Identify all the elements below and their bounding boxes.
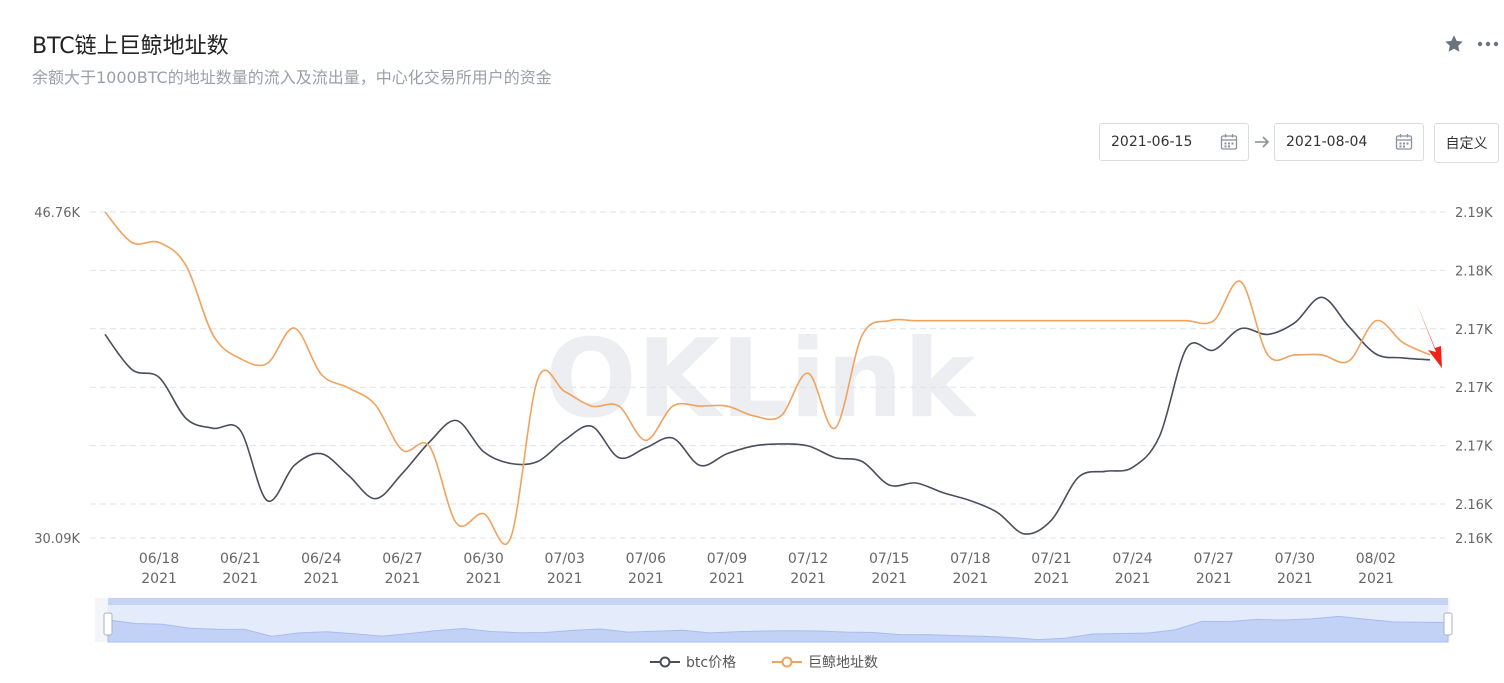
x-tick-label: 07/15 bbox=[869, 551, 909, 567]
end-date-picker[interactable]: 2021-08-04 bbox=[1274, 123, 1424, 161]
legend-marker-icon bbox=[781, 656, 793, 668]
right-tick-label: 2.17K bbox=[1455, 323, 1493, 338]
zoom-handle-right[interactable] bbox=[1443, 612, 1453, 636]
series-layer bbox=[104, 211, 1431, 546]
x-tick-label: 06/21 bbox=[220, 551, 260, 567]
legend-item[interactable]: 巨鲸地址数 bbox=[772, 655, 878, 671]
x-tick-label: 07/27 bbox=[1193, 551, 1233, 567]
x-tick-label: 07/03 bbox=[545, 551, 585, 567]
x-tick-label: 06/30 bbox=[463, 551, 503, 567]
x-tick-year: 2021 bbox=[1277, 571, 1313, 587]
data-zoom-slider[interactable] bbox=[95, 598, 1453, 643]
x-tick-label: 07/12 bbox=[788, 551, 828, 567]
right-tick-label: 2.19K bbox=[1455, 206, 1493, 221]
grid-lines bbox=[90, 211, 1445, 539]
right-tick-label: 2.17K bbox=[1455, 381, 1493, 396]
arrow-right-icon bbox=[1255, 136, 1270, 148]
chart-subtitle: 余额大于1000BTC的地址数量的流入及流出量，中心化交易所用户的资金 bbox=[32, 68, 552, 87]
x-tick-label: 07/21 bbox=[1031, 551, 1071, 567]
legend-label: btc价格 bbox=[686, 655, 736, 671]
chart-title: BTC链上巨鲸地址数 bbox=[32, 34, 229, 59]
x-tick-label: 07/30 bbox=[1275, 551, 1315, 567]
right-tick-label: 2.18K bbox=[1455, 264, 1493, 279]
x-tick-year: 2021 bbox=[222, 571, 258, 587]
end-date-value: 2021-08-04 bbox=[1286, 134, 1368, 150]
x-tick-year: 2021 bbox=[1115, 571, 1151, 587]
x-tick-year: 2021 bbox=[1196, 571, 1232, 587]
x-tick-year: 2021 bbox=[385, 571, 421, 587]
start-date-picker[interactable]: 2021-06-15 bbox=[1099, 123, 1249, 161]
legend-item[interactable]: btc价格 bbox=[650, 655, 736, 671]
series-line-whale-address bbox=[104, 211, 1431, 546]
star-icon[interactable] bbox=[1442, 32, 1466, 56]
x-tick-year: 2021 bbox=[628, 571, 664, 587]
x-tick-year: 2021 bbox=[709, 571, 745, 587]
left-axis: 46.76K 30.09K bbox=[34, 206, 80, 547]
x-tick-year: 2021 bbox=[547, 571, 583, 587]
calendar-icon bbox=[1220, 134, 1238, 150]
x-tick-label: 08/02 bbox=[1356, 551, 1396, 567]
legend: btc价格 巨鲸地址数 bbox=[650, 655, 878, 671]
custom-range-button[interactable]: 自定义 bbox=[1434, 123, 1499, 163]
watermark: OKLink bbox=[545, 317, 977, 442]
x-tick-label: 06/24 bbox=[301, 551, 341, 567]
x-tick-label: 06/27 bbox=[382, 551, 422, 567]
x-tick-label: 06/18 bbox=[139, 551, 179, 567]
x-tick-year: 2021 bbox=[952, 571, 988, 587]
legend-marker-icon bbox=[659, 656, 671, 668]
x-tick-label: 07/09 bbox=[707, 551, 747, 567]
x-tick-year: 2021 bbox=[790, 571, 826, 587]
right-tick-label: 2.17K bbox=[1455, 440, 1493, 455]
left-tick-label: 30.09K bbox=[34, 532, 80, 547]
legend-label: 巨鲸地址数 bbox=[808, 655, 878, 671]
right-axis: 2.19K 2.18K 2.17K 2.17K 2.17K 2.16K 2.16K bbox=[1455, 206, 1493, 547]
x-tick-year: 2021 bbox=[871, 571, 907, 587]
series-line-btc-price bbox=[104, 296, 1431, 535]
right-tick-label: 2.16K bbox=[1455, 498, 1493, 513]
x-tick-year: 2021 bbox=[466, 571, 502, 587]
x-tick-year: 2021 bbox=[1034, 571, 1070, 587]
right-tick-label: 2.16K bbox=[1455, 532, 1493, 547]
zoom-move-bar[interactable] bbox=[108, 598, 1448, 605]
more-dots-icon[interactable] bbox=[1476, 32, 1500, 56]
x-tick-year: 2021 bbox=[141, 571, 177, 587]
annotation-arrow-icon bbox=[1416, 302, 1442, 368]
x-tick-label: 07/18 bbox=[950, 551, 990, 567]
x-axis: 06/18 2021 06/21 2021 06/24 2021 06/27 2021 06/3… bbox=[139, 551, 1396, 587]
x-tick-label: 07/06 bbox=[626, 551, 666, 567]
zoom-preview-area bbox=[107, 615, 1449, 643]
x-tick-year: 2021 bbox=[1358, 571, 1394, 587]
x-tick-year: 2021 bbox=[304, 571, 340, 587]
left-tick-label: 46.76K bbox=[34, 206, 80, 221]
calendar-icon bbox=[1395, 134, 1413, 150]
x-tick-label: 07/24 bbox=[1112, 551, 1152, 567]
start-date-value: 2021-06-15 bbox=[1111, 134, 1193, 150]
zoom-handle-left[interactable] bbox=[103, 612, 113, 636]
